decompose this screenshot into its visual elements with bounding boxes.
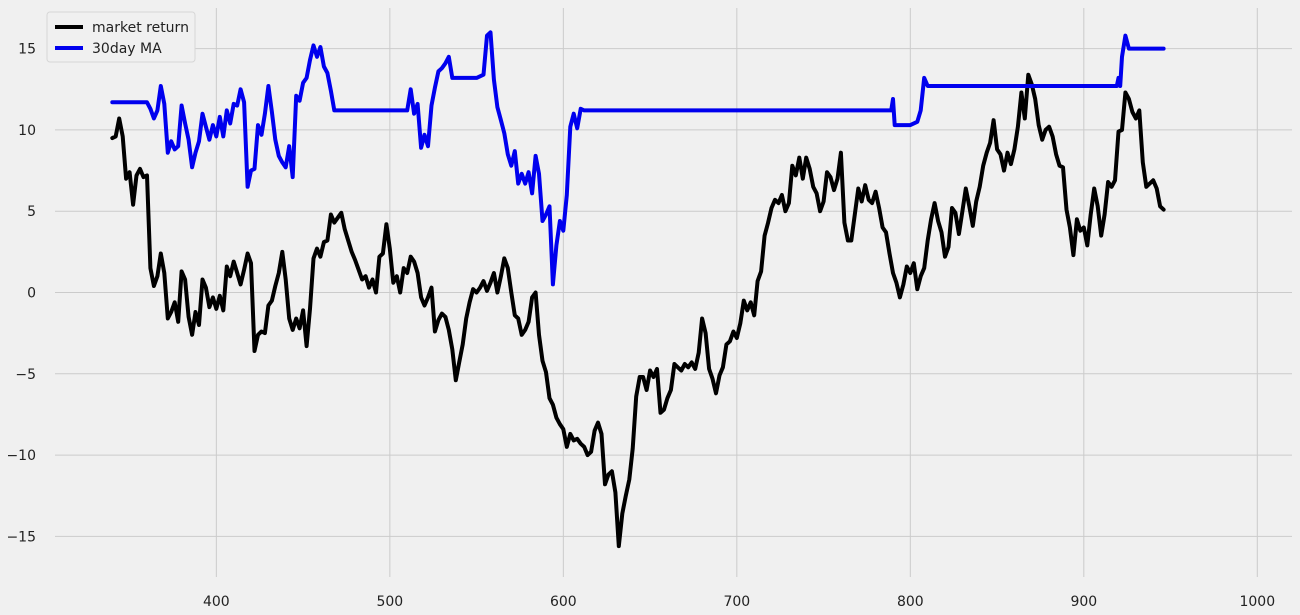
y-tick-label: 10	[18, 123, 36, 139]
x-tick-label: 1000	[1239, 594, 1275, 610]
series-lines	[110, 30, 1166, 549]
legend: market return 30day MA	[46, 11, 196, 63]
y-tick-label: 0	[27, 286, 36, 302]
gridlines	[55, 8, 1292, 577]
legend-label-1: 30day MA	[92, 41, 162, 57]
series-line-0	[110, 72, 1166, 549]
y-tick-label: −15	[6, 529, 36, 545]
x-tick-label: 500	[376, 594, 403, 610]
series-line-1	[110, 30, 1166, 287]
x-tick-label: 800	[897, 594, 924, 610]
x-tick-label: 600	[550, 594, 577, 610]
y-tick-label: −5	[15, 367, 36, 383]
tick-labels: 400 500 600 700 800 900 1000 −15 −10 −5 0 5 10 15	[6, 42, 1275, 610]
legend-box	[46, 11, 196, 63]
legend-label-0: market return	[92, 20, 189, 36]
x-tick-label: 400	[203, 594, 230, 610]
y-tick-label: −10	[6, 448, 36, 464]
x-tick-label: 900	[1070, 594, 1097, 610]
y-tick-label: 5	[27, 204, 36, 220]
x-tick-label: 700	[723, 594, 750, 610]
y-tick-label: 15	[18, 42, 36, 58]
